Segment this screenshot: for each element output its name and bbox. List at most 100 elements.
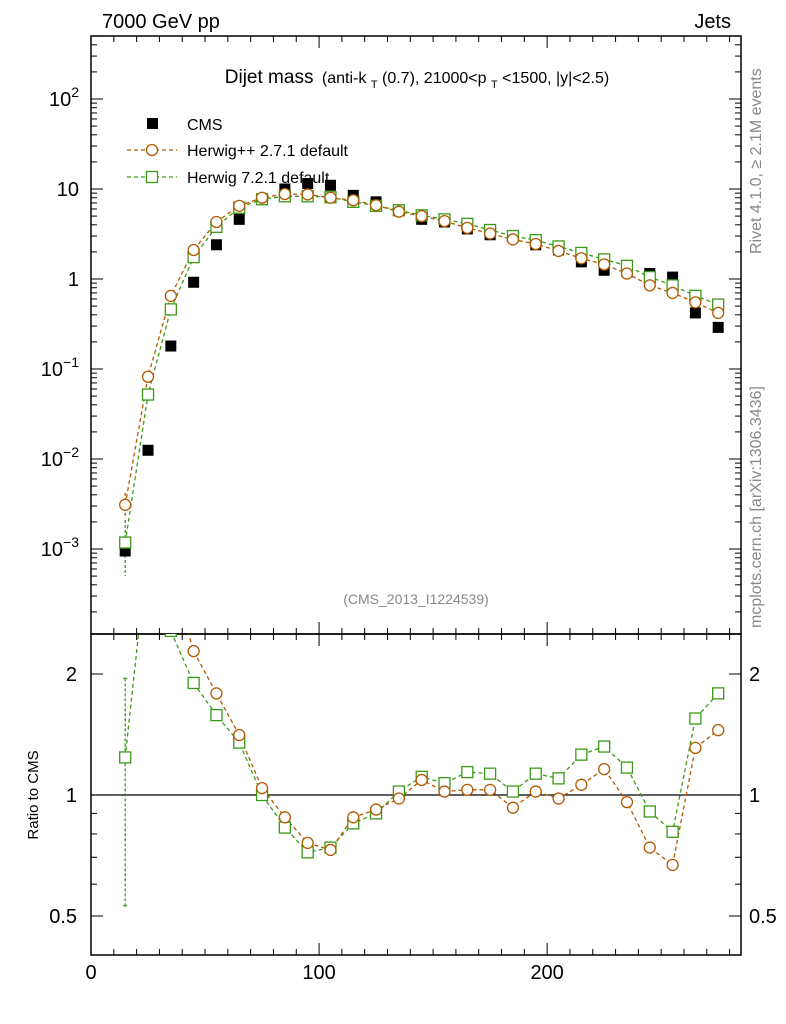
ratio-herwig7-point [620,761,634,774]
ratio-herwig7-point [187,676,200,690]
herwigpp-point [324,191,337,204]
main-ytick-label-exp: −3 [63,534,79,550]
main-ytick-label-base: 10 [41,449,63,471]
main-series-layer [119,178,725,577]
herwigpp-point [255,191,269,204]
herwigpp-point [643,279,656,292]
ratio-herwig7-point [666,825,679,838]
ratio-herwig7-point [643,805,656,818]
ratio-ytick-label-right: 0.5 [749,906,777,928]
herwig7-point [119,536,132,549]
ratio-herwigpp-point [278,811,292,824]
main-ytick-label: 102 [49,84,79,111]
ratio-herwig7-point [529,767,542,780]
herwigpp-point [598,258,611,271]
herwigpp-point [575,252,588,265]
ratio-herwigpp-point [438,785,451,798]
cms-data-point [667,271,679,283]
main-ytick-label-base: 1 [68,269,79,291]
ratio-ytick-label-left: 1 [66,785,77,807]
herwigpp-point [483,227,497,240]
cms-data-point [302,178,314,190]
ratio-herwig7-point [506,785,520,798]
cms-data-point [165,340,177,352]
ratio-herwig7-point [712,687,725,700]
legend: CMS Herwig++ 2.7.1 default Herwig 7.2.1 … [127,117,349,187]
ratio-series-layer [119,461,725,907]
cms-data-point [188,276,200,288]
herwigpp-point [552,244,565,258]
herwig7-point [141,388,155,401]
ratio-herwigpp-point [255,782,269,795]
ratio-herwigpp-point [165,565,176,576]
ratio-herwig7-point [164,634,177,638]
ratio-herwig7-point [461,765,474,779]
ratio-herwigpp-point [643,841,656,854]
main-ytick-label-base: 10 [41,359,63,381]
ratio-ytick-label-left: 2 [66,664,77,686]
plot-title-end: <1500, |y|<2.5) [502,70,609,87]
main-ytick-label: 10−1 [41,354,79,381]
legend-marker-herwig7 [145,170,159,184]
legend-label-herwigpp: Herwig++ 2.7.1 default [187,143,349,160]
herwigpp-point [141,370,155,383]
main-ytick-label-exp: −1 [63,354,79,370]
ratio-herwigpp-point [210,687,223,700]
herwigpp-point [689,296,702,309]
herwigpp-point [506,233,520,246]
herwigpp-point [712,306,725,320]
ratio-herwig7-point [689,712,702,725]
ratio-herwig7-point [552,772,565,785]
herwigpp-point [620,267,634,280]
herwigpp-point [392,205,406,218]
collision-label: 7000 GeV pp [102,11,220,33]
herwigpp-point [210,215,223,229]
legend-marker-herwigpp [145,143,159,157]
cms-data-point [233,213,245,225]
plot-title-prefix: (anti-k [322,70,367,87]
herwigpp-point [164,289,177,302]
ratio-herwigpp-point [301,836,314,850]
ratio-herwigpp-point [506,801,520,814]
ratio-ytick-label-right: 2 [749,664,760,686]
ratio-axis-ticks: 0 100 200 0.5 0.5 1 1 2 2 [49,634,777,984]
plot-title-sub-k: T [371,79,378,91]
ratio-herwigpp-point [712,723,725,737]
plot-title-main: Dijet mass [225,67,314,88]
ratio-herwigpp-point [483,783,497,796]
cms-data-point [119,545,131,557]
main-ytick-label: 10 [57,179,79,201]
ratio-ytick-label-left: 0.5 [49,906,77,928]
herwigpp-point [369,199,383,212]
main-ytick-label: 10−2 [41,444,79,471]
ratio-herwigpp-point [666,858,679,872]
ratio-herwigpp-point [120,583,131,594]
main-ytick-label-base: 10 [57,179,79,201]
ratio-herwigpp-point [598,762,611,776]
herwigpp-point [119,498,132,511]
legend-label-herwig7: Herwig 7.2.1 default [187,170,330,187]
main-ytick-label-exp: 2 [71,84,79,100]
ratio-herwigpp-point [461,783,474,796]
ratio-herwig7-point [483,767,497,780]
ratio-herwigpp-point [143,461,154,472]
ratio-herwigpp-point [689,741,702,755]
ratio-ytick-label-right: 1 [749,785,760,807]
ratio-herwig7-point [575,748,588,761]
ratio-xtick-label: 0 [85,962,96,984]
main-ytick-label-base: 10 [41,539,63,561]
main-ytick-label-exp: −2 [63,444,79,460]
herwigpp-point [301,188,314,201]
ratio-herwig7-point [119,751,132,764]
herwigpp-point [529,237,542,251]
ratio-herwigpp-point [529,785,542,798]
cms-data-point [712,321,724,333]
plot-title: Dijet mass (anti-k T (0.7), 21000<p T <1… [225,67,609,92]
cms-data-point [210,239,222,251]
herwigpp-point [438,214,451,228]
ratio-herwigpp-point [369,803,383,816]
mcplots-source-label: mcplots.cern.ch [arXiv:1306.3436] [748,386,765,628]
main-line-herwigpp [124,193,719,505]
